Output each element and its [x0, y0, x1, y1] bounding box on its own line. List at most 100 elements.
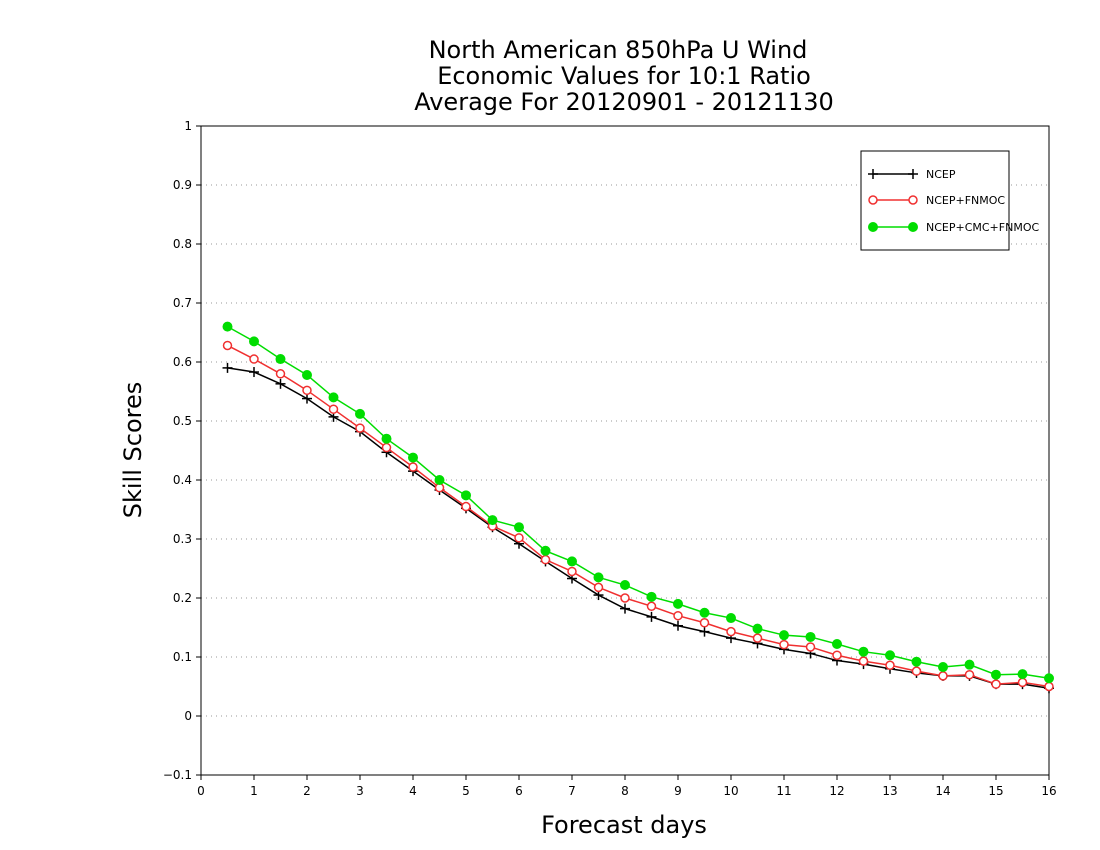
data-point [1017, 669, 1028, 680]
data-point [328, 392, 339, 403]
data-point [302, 385, 312, 396]
x-tick-label: 1 [250, 784, 258, 798]
legend-marker [908, 195, 918, 205]
y-tick-label: 0.5 [173, 414, 192, 428]
x-tick-label: 13 [882, 784, 897, 798]
data-point [673, 620, 683, 631]
x-tick-label: 15 [988, 784, 1003, 798]
data-point [779, 630, 789, 641]
data-point [885, 650, 895, 661]
legend-entry-2: NCEP+CMC+FNMOC [868, 221, 1039, 234]
x-tick-label: 14 [935, 784, 950, 798]
data-point [275, 378, 286, 389]
title-line-1: North American 850hPa U Wind [429, 36, 808, 64]
x-tick-label: 9 [674, 784, 682, 798]
data-point [408, 452, 418, 463]
data-point [911, 666, 922, 676]
series-1 [222, 340, 1054, 692]
data-point [646, 611, 657, 622]
data-point [991, 669, 1001, 680]
data-point [381, 433, 392, 444]
series-line [227, 367, 1050, 690]
data-point [726, 626, 736, 637]
data-point [726, 613, 736, 624]
data-point [699, 607, 710, 618]
data-point [567, 556, 577, 567]
data-point [991, 679, 1001, 689]
data-point [699, 618, 710, 628]
data-point [620, 580, 630, 591]
y-tick-label: 0.1 [173, 650, 192, 664]
chart-title: North American 850hPa U Wind Economic Va… [414, 36, 834, 116]
data-point [434, 475, 445, 485]
data-point [752, 623, 763, 634]
data-point [540, 554, 551, 565]
x-tick-label: 7 [568, 784, 576, 798]
data-point [222, 362, 233, 373]
data-point [938, 671, 948, 681]
data-point [593, 582, 604, 593]
y-tick-label: 0.6 [173, 355, 192, 369]
data-point [832, 650, 842, 660]
legend-label: NCEP [926, 168, 956, 181]
data-point [302, 393, 312, 404]
data-point [1017, 677, 1028, 688]
title-line-2: Economic Values for 10:1 Ratio [437, 62, 811, 90]
data-point [540, 545, 551, 556]
data-point [885, 660, 895, 671]
title-line-3: Average For 20120901 - 20121130 [414, 88, 834, 116]
data-point [858, 656, 869, 666]
data-point [805, 631, 816, 642]
y-axis: −0.1 0 0.1 0.2 0.3 0.4 0.5 0.6 0.7 0.8 0.9 1 [163, 119, 201, 782]
legend-marker [868, 195, 878, 205]
data-point [593, 572, 604, 583]
data-point [408, 462, 418, 472]
data-point [938, 662, 948, 673]
series-line [227, 344, 1050, 688]
x-tick-label: 11 [776, 784, 791, 798]
data-point [381, 442, 392, 453]
data-point [646, 601, 657, 612]
y-tick-label: 0.4 [173, 473, 192, 487]
series-layer [222, 321, 1054, 694]
y-tick-label: −0.1 [163, 768, 192, 782]
data-point [752, 633, 763, 643]
data-point [858, 646, 869, 657]
data-point [964, 659, 975, 670]
data-point [222, 321, 233, 332]
data-point [249, 367, 259, 378]
data-point [673, 610, 683, 621]
x-tick-label: 10 [723, 784, 738, 798]
x-tick-label: 16 [1041, 784, 1056, 798]
data-point [355, 423, 365, 433]
data-point [222, 340, 233, 351]
y-tick-label: 0.7 [173, 296, 192, 310]
data-point [567, 566, 577, 577]
data-point [673, 598, 683, 609]
x-tick-label: 12 [829, 784, 844, 798]
data-point [646, 591, 657, 602]
x-axis: 0 1 2 3 4 5 6 7 8 9 10 11 12 13 14 15 16 [197, 775, 1057, 798]
x-tick-label: 4 [409, 784, 417, 798]
x-tick-label: 2 [303, 784, 311, 798]
legend-entry-1: NCEP+FNMOC [868, 194, 1005, 207]
x-tick-label: 6 [515, 784, 523, 798]
legend-entry-0: NCEP [868, 168, 956, 181]
legend-marker [908, 169, 918, 179]
data-point [355, 408, 365, 419]
legend: NCEP NCEP+FNMOC NCEP+CMC+FNMOC [860, 150, 1039, 251]
x-tick-label: 0 [197, 784, 205, 798]
y-tick-label: 1 [184, 119, 192, 133]
data-point [275, 369, 286, 379]
data-point [461, 501, 471, 512]
series-line [227, 325, 1050, 679]
data-point [487, 515, 498, 526]
x-tick-label: 8 [621, 784, 629, 798]
legend-marker [908, 222, 918, 232]
data-point [302, 369, 312, 380]
y-tick-label: 0 [184, 709, 192, 723]
data-point [1044, 681, 1054, 692]
series-0 [222, 362, 1054, 694]
data-point [514, 533, 524, 543]
